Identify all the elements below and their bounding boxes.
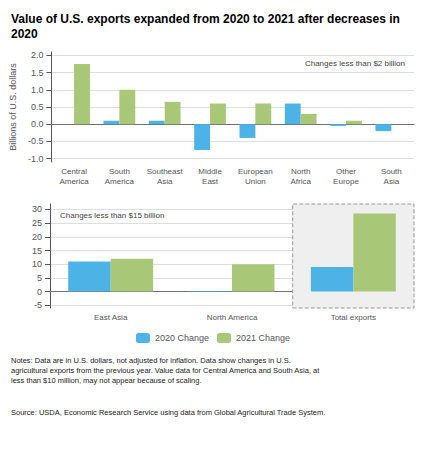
svg-text:less than $10 million, may not: less than $10 million, may not appear be… — [11, 376, 202, 385]
svg-text:1.0: 1.0 — [31, 85, 44, 95]
svg-text:Billions of U.S. dollars: Billions of U.S. dollars — [8, 63, 18, 151]
svg-text:East Asia: East Asia — [94, 313, 128, 322]
svg-text:2020: 2020 — [11, 27, 38, 41]
svg-text:South: South — [381, 167, 402, 176]
svg-text:America: America — [59, 177, 89, 186]
svg-text:25: 25 — [32, 218, 42, 228]
svg-text:10: 10 — [32, 259, 42, 269]
svg-text:0.0: 0.0 — [31, 119, 44, 129]
svg-text:2020 Change: 2020 Change — [155, 333, 209, 343]
svg-text:Europe: Europe — [333, 177, 359, 186]
svg-text:Asia: Asia — [384, 177, 400, 186]
svg-text:Asia: Asia — [157, 177, 173, 186]
svg-text:agricultural exports from the: agricultural exports from the previous y… — [11, 366, 320, 375]
svg-text:-0.5: -0.5 — [28, 136, 44, 146]
svg-text:East: East — [202, 177, 219, 186]
svg-text:Central: Central — [61, 167, 87, 176]
svg-text:Value of U.S. exports expanded: Value of U.S. exports expanded from 2020… — [11, 12, 403, 26]
svg-text:-1.0: -1.0 — [28, 154, 44, 164]
svg-text:1.5: 1.5 — [31, 68, 44, 78]
svg-text:Source: USDA, Economic Researc: Source: USDA, Economic Research Service … — [11, 408, 325, 417]
svg-text:-5: -5 — [34, 300, 42, 310]
svg-text:North America: North America — [207, 313, 258, 322]
svg-text:North: North — [291, 167, 311, 176]
svg-text:Changes less than $2 billion: Changes less than $2 billion — [305, 59, 405, 68]
svg-text:America: America — [105, 177, 135, 186]
svg-text:2.0: 2.0 — [31, 50, 44, 60]
svg-text:Changes less than $15 billion: Changes less than $15 billion — [60, 211, 165, 220]
svg-text:0.5: 0.5 — [31, 102, 44, 112]
svg-text:Middle: Middle — [198, 167, 222, 176]
svg-text:European: European — [238, 167, 273, 176]
svg-text:Other: Other — [336, 167, 356, 176]
svg-text:15: 15 — [32, 246, 42, 256]
svg-text:Union: Union — [245, 177, 266, 186]
svg-text:Africa: Africa — [290, 177, 311, 186]
svg-text:2021 Change: 2021 Change — [236, 333, 290, 343]
svg-text:South: South — [109, 167, 130, 176]
svg-text:Total exports: Total exports — [331, 313, 376, 322]
svg-text:Notes: Data are in U.S. dollar: Notes: Data are in U.S. dollars, not adj… — [11, 356, 291, 365]
svg-text:Southeast: Southeast — [147, 167, 184, 176]
svg-text:20: 20 — [32, 232, 42, 242]
svg-text:30: 30 — [32, 204, 42, 214]
svg-text:5: 5 — [37, 273, 42, 283]
svg-text:0: 0 — [37, 287, 42, 297]
